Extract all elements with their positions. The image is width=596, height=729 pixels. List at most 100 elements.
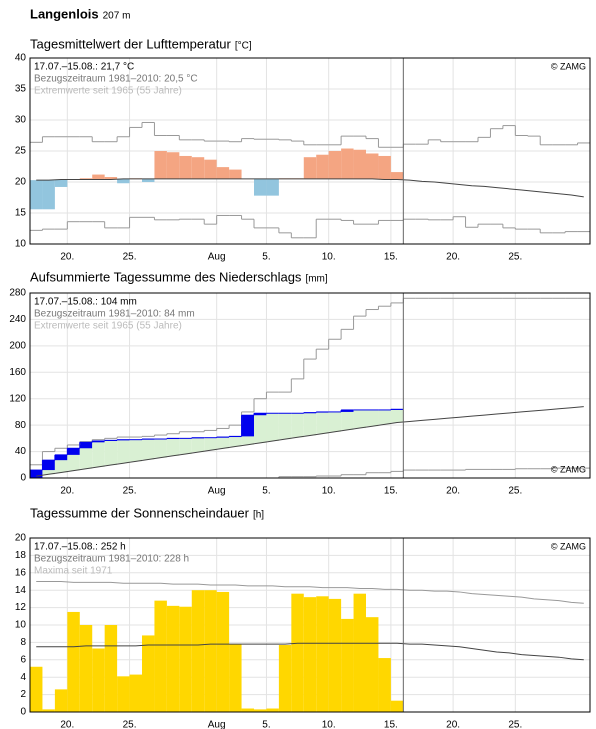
- x-tick-label: 20.: [60, 486, 74, 497]
- difference-area: [166, 438, 180, 456]
- x-tick-label: 10.: [322, 486, 336, 497]
- panel-unit: [h]: [253, 510, 264, 521]
- anomaly-bar: [30, 180, 43, 210]
- difference-area: [254, 413, 267, 443]
- info-text: 17.07.–15.08.: 252 h: [34, 542, 126, 553]
- bar: [54, 689, 68, 712]
- y-tick-label: 160: [9, 367, 26, 378]
- difference-area: [229, 436, 242, 447]
- difference-area: [353, 409, 366, 429]
- daily-increment: [92, 441, 105, 443]
- anomaly-bar: [254, 178, 267, 196]
- bar: [191, 590, 205, 712]
- info-text: Maxima seit 1971: [34, 566, 113, 577]
- bar: [142, 635, 155, 712]
- x-tick-label: Aug: [208, 252, 226, 263]
- y-tick-label: 15: [15, 208, 27, 219]
- x-tick-label: 20.: [446, 720, 460, 729]
- daily-increment: [254, 413, 267, 416]
- info-text: Extremwerte seit 1965 (55 Jahre): [34, 86, 182, 97]
- station-elevation: 207 m: [103, 11, 131, 22]
- difference-area: [104, 440, 118, 466]
- anomaly-bar: [154, 151, 167, 179]
- x-tick-label: 10.: [322, 252, 336, 263]
- difference-area: [142, 439, 155, 460]
- difference-area: [366, 409, 379, 427]
- y-tick-label: 0: [20, 473, 26, 484]
- x-tick-label: Aug: [208, 486, 226, 497]
- y-tick-label: 18: [15, 550, 27, 561]
- bar: [79, 625, 93, 712]
- bar: [390, 700, 404, 712]
- anomaly-bar: [179, 155, 192, 179]
- y-tick-label: 20: [15, 177, 27, 188]
- x-tick-label: 25.: [123, 720, 137, 729]
- anomaly-bar: [341, 148, 354, 179]
- x-tick-label: 15.: [384, 252, 398, 263]
- x-tick-label: 20.: [446, 486, 460, 497]
- plot-frame: [29, 537, 591, 713]
- y-tick-label: 6: [20, 654, 26, 665]
- anomaly-bar: [303, 157, 317, 179]
- daily-increment: [42, 460, 55, 471]
- bar: [129, 674, 142, 712]
- daily-increment: [67, 448, 80, 455]
- x-tick-label: 25.: [508, 486, 522, 497]
- panel-title: Tagessumme der Sonnenscheindauer: [30, 505, 250, 520]
- bar: [42, 709, 55, 712]
- anomaly-bar: [42, 180, 55, 210]
- bar: [204, 590, 217, 712]
- bar: [241, 708, 254, 712]
- y-tick-label: 16: [15, 567, 27, 578]
- bar: [316, 596, 329, 712]
- bar: [92, 648, 105, 712]
- anomaly-bar: [353, 149, 366, 179]
- anomaly-bar: [104, 177, 118, 180]
- anomaly-bar: [266, 178, 279, 196]
- bar: [266, 708, 279, 712]
- plot: [30, 293, 590, 478]
- x-tick-label: 5.: [262, 252, 270, 263]
- y-tick-label: 120: [9, 393, 26, 404]
- anomaly-bar: [378, 155, 391, 180]
- info-text: Extremwerte seit 1965 (55 Jahre): [34, 321, 182, 332]
- bar: [378, 658, 391, 712]
- info-text: Bezugszeitraum 1981–2010: 228 h: [34, 554, 189, 565]
- difference-area: [79, 442, 93, 469]
- bar: [216, 591, 230, 712]
- x-tick-label: 20.: [60, 252, 74, 263]
- anomaly-bar: [316, 154, 329, 179]
- anomaly-bar: [92, 174, 105, 180]
- bar: [229, 644, 242, 712]
- info-text: Bezugszeitraum 1981–2010: 20,5 °C: [34, 74, 198, 85]
- difference-area: [154, 439, 167, 458]
- difference-area: [92, 441, 105, 467]
- normal-line: [36, 178, 584, 198]
- x-tick-label: 15.: [384, 486, 398, 497]
- difference-area: [216, 437, 230, 449]
- bar: [104, 625, 118, 712]
- difference-area: [390, 409, 404, 423]
- anomaly-bar: [328, 151, 342, 179]
- y-tick-label: 35: [15, 84, 27, 95]
- normal-line: [36, 406, 584, 477]
- bar: [154, 600, 167, 712]
- daily-increment: [241, 415, 254, 437]
- bar: [341, 618, 354, 712]
- copyright: © ZAMG: [551, 61, 586, 71]
- bar: [30, 666, 43, 712]
- info-text: Bezugszeitraum 1981–2010: 84 mm: [34, 309, 195, 320]
- x-tick-label: 15.: [384, 720, 398, 729]
- x-tick-label: 5.: [262, 720, 270, 729]
- x-tick-label: 20.: [446, 252, 460, 263]
- y-tick-label: 40: [15, 53, 27, 64]
- daily-increment: [79, 442, 93, 449]
- y-tick-label: 0: [20, 707, 26, 718]
- difference-area: [303, 412, 317, 436]
- bar: [117, 676, 130, 712]
- anomaly-bar: [142, 178, 155, 182]
- y-tick-label: 40: [15, 446, 27, 457]
- y-tick-label: 200: [9, 340, 26, 351]
- bar: [254, 709, 267, 712]
- difference-area: [129, 439, 142, 462]
